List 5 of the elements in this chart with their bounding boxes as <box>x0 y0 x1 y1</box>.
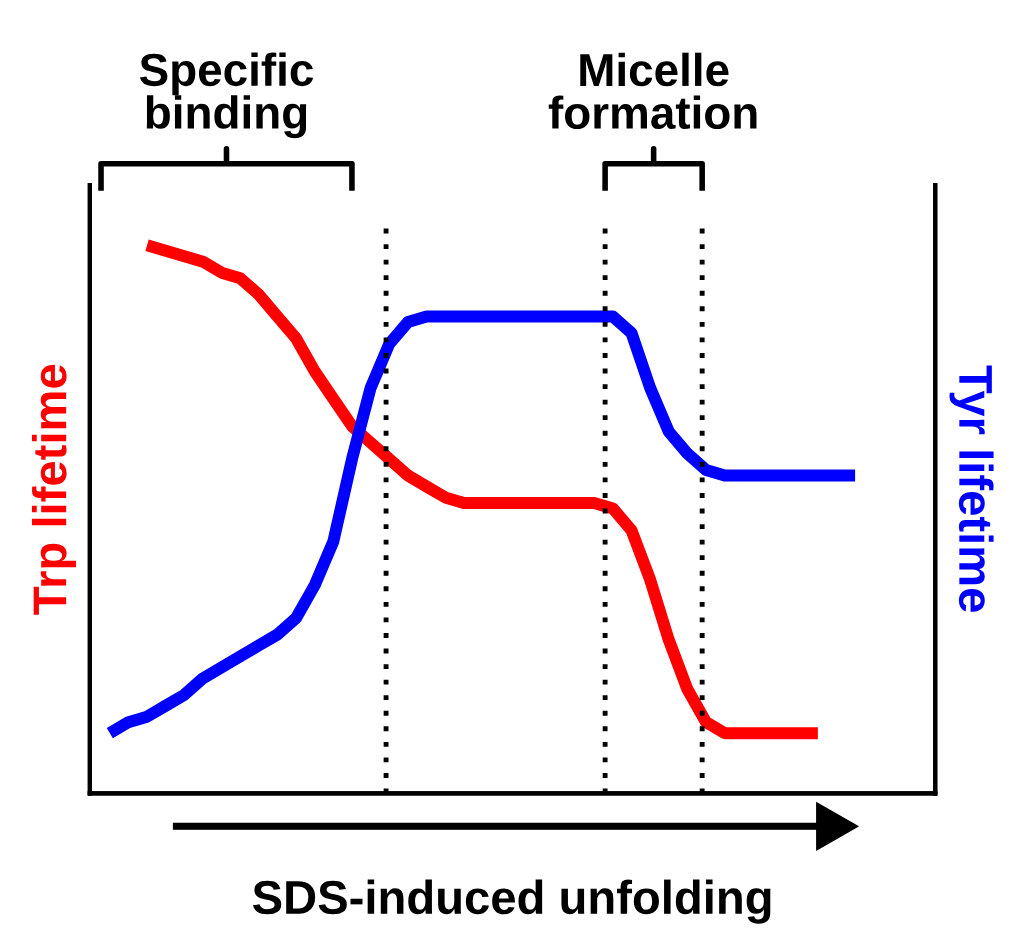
x-axis-title: SDS-induced unfolding <box>252 879 771 924</box>
text: Micelle formation <box>548 52 757 130</box>
text: Specific binding <box>139 52 314 139</box>
y-axis-title: Trp lifetime <box>31 364 76 615</box>
y2-axis-title: Tyr lifetime <box>949 365 994 612</box>
